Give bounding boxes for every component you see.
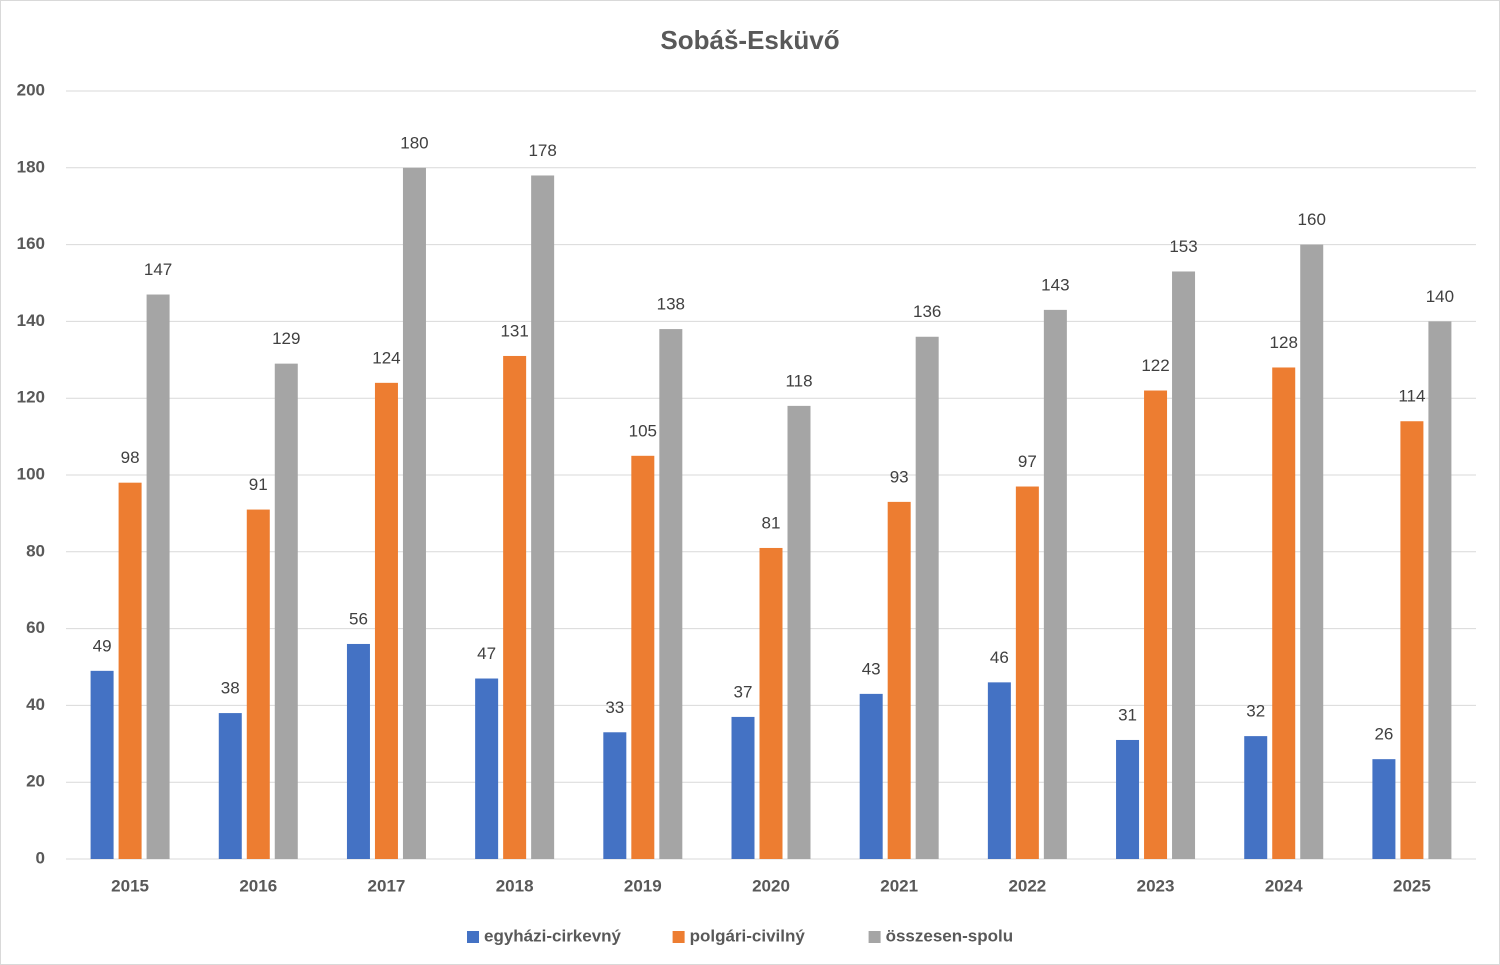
bar — [1144, 390, 1168, 859]
bar — [374, 382, 398, 859]
data-label: 160 — [1298, 210, 1326, 229]
y-tick-label: 80 — [26, 541, 45, 560]
x-tick-label: 2017 — [368, 876, 406, 895]
x-tick-label: 2023 — [1137, 876, 1175, 895]
data-label: 31 — [1118, 705, 1137, 724]
data-label: 56 — [349, 609, 368, 628]
data-label: 97 — [1018, 452, 1037, 471]
bar — [915, 336, 939, 859]
bar — [1272, 367, 1296, 859]
legend-swatch — [672, 931, 685, 943]
data-label: 138 — [657, 295, 685, 314]
legend-label: polgári-civilný — [690, 926, 806, 945]
legend-label: összesen-spolu — [886, 926, 1014, 945]
bar — [531, 175, 555, 860]
bar — [759, 547, 783, 859]
data-label: 147 — [144, 260, 172, 279]
bar — [1116, 739, 1140, 859]
bar — [1015, 486, 1039, 859]
data-label: 46 — [990, 648, 1009, 667]
y-tick-label: 100 — [17, 464, 45, 483]
x-tick-label: 2016 — [239, 876, 277, 895]
legend-swatch — [868, 931, 881, 943]
x-tick-label: 2025 — [1393, 876, 1431, 895]
x-tick-label: 2018 — [496, 876, 534, 895]
data-label: 26 — [1374, 725, 1393, 744]
bar — [1428, 321, 1452, 859]
data-label: 33 — [605, 698, 624, 717]
legend-label: egyházi-cirkevný — [484, 926, 622, 945]
bar — [346, 643, 370, 859]
bar — [659, 329, 683, 860]
data-label: 180 — [400, 133, 428, 152]
bar — [274, 363, 298, 859]
y-tick-label: 160 — [17, 234, 45, 253]
data-label: 91 — [249, 475, 268, 494]
bar — [1300, 244, 1324, 860]
y-tick-label: 40 — [26, 695, 45, 714]
bar — [475, 678, 499, 859]
bar — [402, 167, 426, 860]
data-label: 43 — [862, 659, 881, 678]
data-label: 136 — [913, 302, 941, 321]
bar — [1043, 309, 1067, 859]
bar — [631, 455, 655, 859]
y-tick-label: 200 — [17, 80, 45, 99]
bar — [787, 405, 811, 859]
data-label: 93 — [890, 467, 909, 486]
bar — [603, 732, 627, 859]
y-tick-label: 0 — [36, 848, 45, 867]
data-label: 37 — [734, 682, 753, 701]
x-tick-label: 2022 — [1008, 876, 1046, 895]
data-label: 124 — [372, 348, 400, 367]
x-tick-label: 2024 — [1265, 876, 1303, 895]
data-label: 105 — [629, 421, 657, 440]
data-label: 114 — [1398, 387, 1425, 406]
y-tick-label: 140 — [17, 311, 45, 330]
data-label: 122 — [1141, 356, 1169, 375]
data-label: 81 — [762, 513, 781, 532]
data-label: 143 — [1041, 275, 1069, 294]
bar — [218, 713, 242, 859]
data-label: 131 — [500, 321, 528, 340]
bar — [1400, 421, 1424, 859]
x-tick-label: 2015 — [111, 876, 149, 895]
data-label: 38 — [221, 679, 240, 698]
y-tick-label: 120 — [17, 388, 45, 407]
bar — [503, 355, 527, 859]
bar — [246, 509, 270, 859]
bar — [1244, 736, 1268, 859]
bar — [731, 716, 755, 859]
y-tick-label: 60 — [26, 618, 45, 637]
bar — [987, 682, 1011, 859]
bar — [90, 670, 114, 859]
data-label: 98 — [121, 448, 140, 467]
data-label: 178 — [528, 141, 556, 160]
data-label: 47 — [477, 644, 496, 663]
legend-swatch — [467, 931, 479, 943]
x-tick-label: 2019 — [624, 876, 662, 895]
x-tick-label: 2021 — [880, 876, 918, 895]
bar — [887, 501, 911, 859]
data-label: 153 — [1169, 237, 1197, 256]
data-label: 128 — [1270, 333, 1298, 352]
bar — [1372, 759, 1396, 859]
bar — [146, 294, 170, 859]
data-label: 129 — [272, 329, 300, 348]
data-label: 140 — [1426, 287, 1454, 306]
data-label: 32 — [1246, 702, 1265, 721]
y-tick-label: 180 — [17, 157, 45, 176]
y-tick-label: 20 — [26, 772, 45, 791]
data-label: 118 — [785, 371, 812, 390]
legend: egyházi-cirkevný polgári-civilný összesen-… — [467, 926, 1013, 945]
bar — [859, 693, 883, 859]
chart-title: Sobáš-Esküvő — [660, 25, 839, 55]
bar — [118, 482, 142, 859]
bar — [1172, 271, 1196, 860]
x-tick-label: 2020 — [752, 876, 790, 895]
data-label: 49 — [93, 636, 112, 655]
